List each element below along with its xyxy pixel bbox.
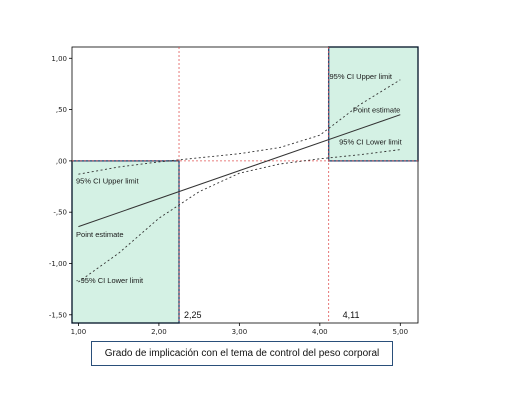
annotations: 95% CI Upper limit Point estimate 95% CI L… [76, 72, 403, 285]
x-tick-label-1: 2,00 [151, 328, 167, 336]
y-tick-label-2: -,50 [53, 209, 67, 217]
region-1 [327, 46, 419, 162]
significance-regions [71, 46, 419, 324]
jn-label-0: 2,25 [184, 310, 202, 320]
annotation-2: 95% CI Lower limit [339, 137, 402, 146]
series-line-2 [78, 149, 401, 283]
series-lines [78, 79, 401, 283]
y-tick-label-1: -1,00 [49, 260, 67, 268]
y-axis: -1,50 -1,00 -,50 ,00 ,50 1,00 [49, 55, 72, 319]
y-tick-label-0: -1,50 [49, 311, 67, 319]
plot-frame [71, 46, 419, 324]
series-line-0 [78, 114, 401, 228]
x-axis-label: Grado de implicación con el tema de cont… [91, 341, 393, 366]
x-tick-label-2: 3,00 [232, 328, 248, 336]
x-axis: 1,00 2,00 3,00 4,00 5,00 [71, 323, 408, 336]
y-tick-label-4: ,50 [56, 106, 67, 114]
jn-label-1: 4,11 [343, 310, 360, 320]
y-tick-label-5: 1,00 [51, 55, 67, 63]
annotation-5: - 95% CI Lower limit [76, 276, 144, 285]
annotation-0: 95% CI Upper limit [329, 72, 392, 81]
x-tick-label-3: 4,00 [312, 328, 328, 336]
annotation-1: Point estimate [353, 106, 401, 115]
annotation-4: Point estimate [76, 230, 124, 239]
series-line-1 [78, 79, 401, 175]
region-0 [71, 160, 180, 324]
x-tick-label-4: 5,00 [393, 328, 409, 336]
annotation-3: 95% CI Upper limit [76, 176, 139, 185]
jn-labels: 2,25 4,11 [184, 310, 360, 320]
y-tick-label-3: ,00 [56, 157, 67, 165]
x-tick-label-0: 1,00 [71, 328, 87, 336]
reference-lines [72, 47, 418, 323]
